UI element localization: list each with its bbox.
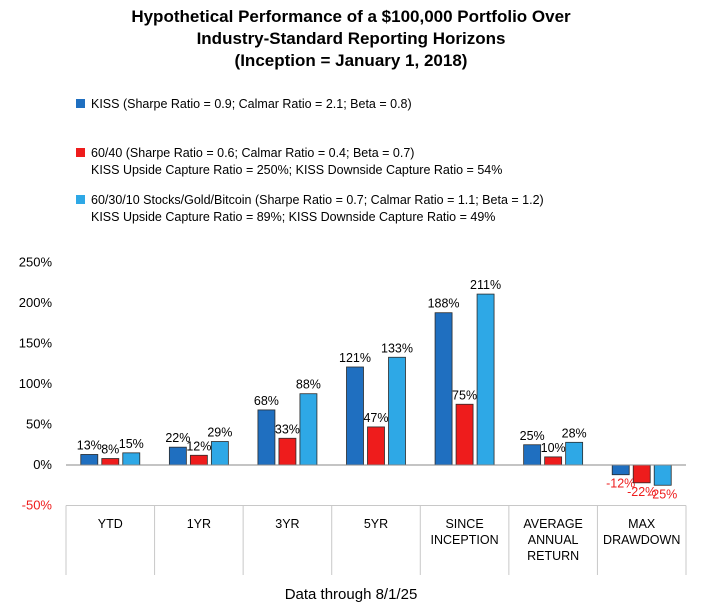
bar-value-label: 211%: [470, 278, 501, 292]
bar-value-label: 47%: [363, 411, 388, 425]
chart-title-line-3: (Inception = January 1, 2018): [234, 51, 468, 70]
legend-label-60-30-10: 60/30/10 Stocks/Gold/Bitcoin (Sharpe Rat…: [91, 193, 544, 207]
bar-value-label: 29%: [207, 426, 232, 440]
legend-sub-60-30-10: KISS Upside Capture Ratio = 89%; KISS Do…: [91, 210, 496, 224]
chart-title-line-1: Hypothetical Performance of a $100,000 P…: [131, 7, 571, 26]
bar: [189, 454, 208, 466]
bar-value-label: 10%: [541, 441, 566, 455]
bar-value-label: 88%: [296, 378, 321, 392]
bar: [346, 366, 364, 466]
bar-value-label: 33%: [275, 422, 300, 436]
y-tick-label: 100%: [19, 376, 53, 391]
legend-swatch-kiss: [76, 99, 85, 108]
bar: [101, 458, 120, 466]
bar: [367, 426, 385, 466]
bar: [611, 464, 630, 476]
y-tick-label: 0%: [33, 457, 52, 472]
bar: [257, 409, 276, 466]
bar-chart: 250% 200% 150% 100% 50% 0% -50% 13% 22% 68% 121% 18…: [19, 255, 687, 575]
bar-value-label: 75%: [452, 388, 477, 402]
bar-value-label: -22%: [627, 485, 656, 499]
bar-value-label: 28%: [562, 426, 587, 440]
bar: [388, 356, 406, 466]
y-tick-label: 150%: [19, 336, 53, 351]
bar: [653, 464, 672, 486]
category-label: AVERAGE: [523, 517, 583, 531]
bar-value-label: 121%: [339, 351, 371, 365]
y-tick-label: 250%: [19, 255, 53, 270]
chart-title-line-2: Industry-Standard Reporting Horizons: [196, 29, 506, 48]
category-label: YTD: [98, 517, 123, 531]
category-label: ANNUAL: [528, 533, 579, 547]
bar-value-label: 8%: [101, 443, 119, 457]
category-label: INCEPTION: [431, 533, 499, 547]
bar-value-label: 188%: [428, 297, 460, 311]
legend-swatch-60-30-10: [76, 195, 85, 204]
category-label: 5YR: [364, 517, 388, 531]
bar-value-label: 68%: [254, 394, 279, 408]
category-label: 1YR: [187, 517, 211, 531]
bar: [476, 293, 495, 466]
bar: [80, 454, 99, 466]
bar: [632, 464, 651, 484]
bar-value-label: 15%: [119, 437, 144, 451]
legend-sub-60-40: KISS Upside Capture Ratio = 250%; KISS D…: [91, 163, 503, 177]
category-label: RETURN: [527, 549, 579, 563]
bar: [278, 437, 297, 466]
bar: [523, 444, 542, 466]
bar: [455, 403, 474, 466]
bar-value-label: -12%: [606, 477, 635, 491]
bar: [168, 446, 187, 466]
footer-note: Data through 8/1/25: [284, 586, 418, 603]
bar: [122, 452, 141, 466]
bar: [299, 393, 318, 466]
y-tick-label: -50%: [22, 498, 53, 513]
bar: [544, 456, 563, 466]
bar-value-label: 13%: [77, 438, 102, 452]
legend-label-60-40: 60/40 (Sharpe Ratio = 0.6; Calmar Ratio …: [91, 146, 415, 160]
legend-swatch-60-40: [76, 148, 85, 157]
category-label: 3YR: [275, 517, 299, 531]
bar-value-label: 12%: [186, 439, 211, 453]
category-label: SINCE: [445, 517, 483, 531]
bar-value-label: 25%: [520, 429, 545, 443]
y-tick-label: 200%: [19, 295, 53, 310]
legend-label-kiss: KISS (Sharpe Ratio = 0.9; Calmar Ratio =…: [91, 97, 412, 111]
bar: [210, 441, 229, 466]
bar: [434, 312, 453, 466]
bar-value-label: 133%: [381, 341, 413, 355]
bar-value-label: 22%: [165, 431, 190, 445]
bar-value-label: -25%: [648, 487, 677, 501]
category-label: MAX: [628, 517, 656, 531]
bar: [565, 441, 584, 466]
category-label: DRAWDOWN: [603, 533, 680, 547]
chart-title: Hypothetical Performance of a $100,000 P…: [0, 6, 702, 72]
y-tick-label: 50%: [26, 417, 52, 432]
